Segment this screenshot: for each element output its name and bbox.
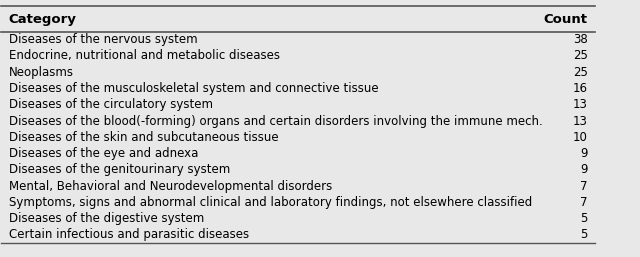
Text: Diseases of the genitourinary system: Diseases of the genitourinary system — [8, 163, 230, 176]
Text: 13: 13 — [573, 98, 588, 111]
Text: 38: 38 — [573, 33, 588, 46]
Text: 7: 7 — [580, 180, 588, 192]
Text: Diseases of the digestive system: Diseases of the digestive system — [8, 212, 204, 225]
Text: Count: Count — [544, 13, 588, 26]
Text: Diseases of the skin and subcutaneous tissue: Diseases of the skin and subcutaneous ti… — [8, 131, 278, 144]
Text: 13: 13 — [573, 115, 588, 127]
Text: Symptoms, signs and abnormal clinical and laboratory findings, not elsewhere cla: Symptoms, signs and abnormal clinical an… — [8, 196, 532, 209]
Text: Diseases of the circulatory system: Diseases of the circulatory system — [8, 98, 212, 111]
Text: Diseases of the eye and adnexa: Diseases of the eye and adnexa — [8, 147, 198, 160]
Text: Neoplasms: Neoplasms — [8, 66, 74, 79]
Text: 9: 9 — [580, 163, 588, 176]
Text: Mental, Behavioral and Neurodevelopmental disorders: Mental, Behavioral and Neurodevelopmenta… — [8, 180, 332, 192]
Text: 25: 25 — [573, 66, 588, 79]
Text: Certain infectious and parasitic diseases: Certain infectious and parasitic disease… — [8, 228, 248, 241]
Text: Endocrine, nutritional and metabolic diseases: Endocrine, nutritional and metabolic dis… — [8, 49, 280, 62]
Text: Diseases of the nervous system: Diseases of the nervous system — [8, 33, 197, 46]
Text: 25: 25 — [573, 49, 588, 62]
Text: 5: 5 — [580, 228, 588, 241]
Text: 16: 16 — [573, 82, 588, 95]
Text: 9: 9 — [580, 147, 588, 160]
Text: 10: 10 — [573, 131, 588, 144]
Text: Diseases of the musculoskeletal system and connective tissue: Diseases of the musculoskeletal system a… — [8, 82, 378, 95]
Text: 5: 5 — [580, 212, 588, 225]
Text: Category: Category — [8, 13, 76, 26]
Text: Diseases of the blood(-forming) organs and certain disorders involving the immun: Diseases of the blood(-forming) organs a… — [8, 115, 542, 127]
Text: 7: 7 — [580, 196, 588, 209]
